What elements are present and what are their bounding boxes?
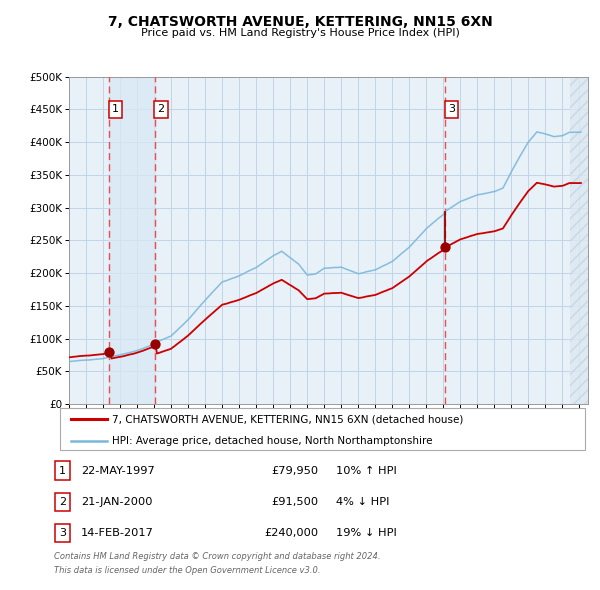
FancyBboxPatch shape (55, 524, 70, 542)
Bar (109, 77, 155, 404)
FancyBboxPatch shape (55, 461, 70, 480)
Text: 1: 1 (112, 104, 119, 114)
Text: 21-JAN-2000: 21-JAN-2000 (81, 497, 152, 507)
Text: This data is licensed under the Open Government Licence v3.0.: This data is licensed under the Open Gov… (54, 566, 320, 575)
Bar (569, 77, 588, 404)
Text: HPI: Average price, detached house, North Northamptonshire: HPI: Average price, detached house, Nort… (113, 436, 433, 446)
Text: 14-FEB-2017: 14-FEB-2017 (81, 528, 154, 538)
Point (440, 242, 450, 252)
Text: 19% ↓ HPI: 19% ↓ HPI (336, 528, 397, 538)
Text: 7, CHATSWORTH AVENUE, KETTERING, NN15 6XN (detached house): 7, CHATSWORTH AVENUE, KETTERING, NN15 6X… (113, 414, 464, 424)
Text: £240,000: £240,000 (264, 528, 318, 538)
Text: 7, CHATSWORTH AVENUE, KETTERING, NN15 6XN: 7, CHATSWORTH AVENUE, KETTERING, NN15 6X… (107, 15, 493, 29)
FancyBboxPatch shape (60, 408, 585, 450)
Text: £91,500: £91,500 (271, 497, 318, 507)
Text: £79,950: £79,950 (271, 466, 318, 476)
Text: 4% ↓ HPI: 4% ↓ HPI (336, 497, 389, 507)
Text: 22-MAY-1997: 22-MAY-1997 (81, 466, 155, 476)
Point (150, 339, 160, 349)
Text: 3: 3 (448, 104, 455, 114)
Point (104, 347, 114, 356)
Text: Price paid vs. HM Land Registry's House Price Index (HPI): Price paid vs. HM Land Registry's House … (140, 28, 460, 38)
Text: 10% ↑ HPI: 10% ↑ HPI (336, 466, 397, 476)
Text: 2: 2 (59, 497, 66, 507)
Text: 1: 1 (59, 466, 66, 476)
Text: 2: 2 (157, 104, 164, 114)
FancyBboxPatch shape (55, 493, 70, 511)
Text: Contains HM Land Registry data © Crown copyright and database right 2024.: Contains HM Land Registry data © Crown c… (54, 552, 380, 560)
Text: 3: 3 (59, 528, 66, 538)
